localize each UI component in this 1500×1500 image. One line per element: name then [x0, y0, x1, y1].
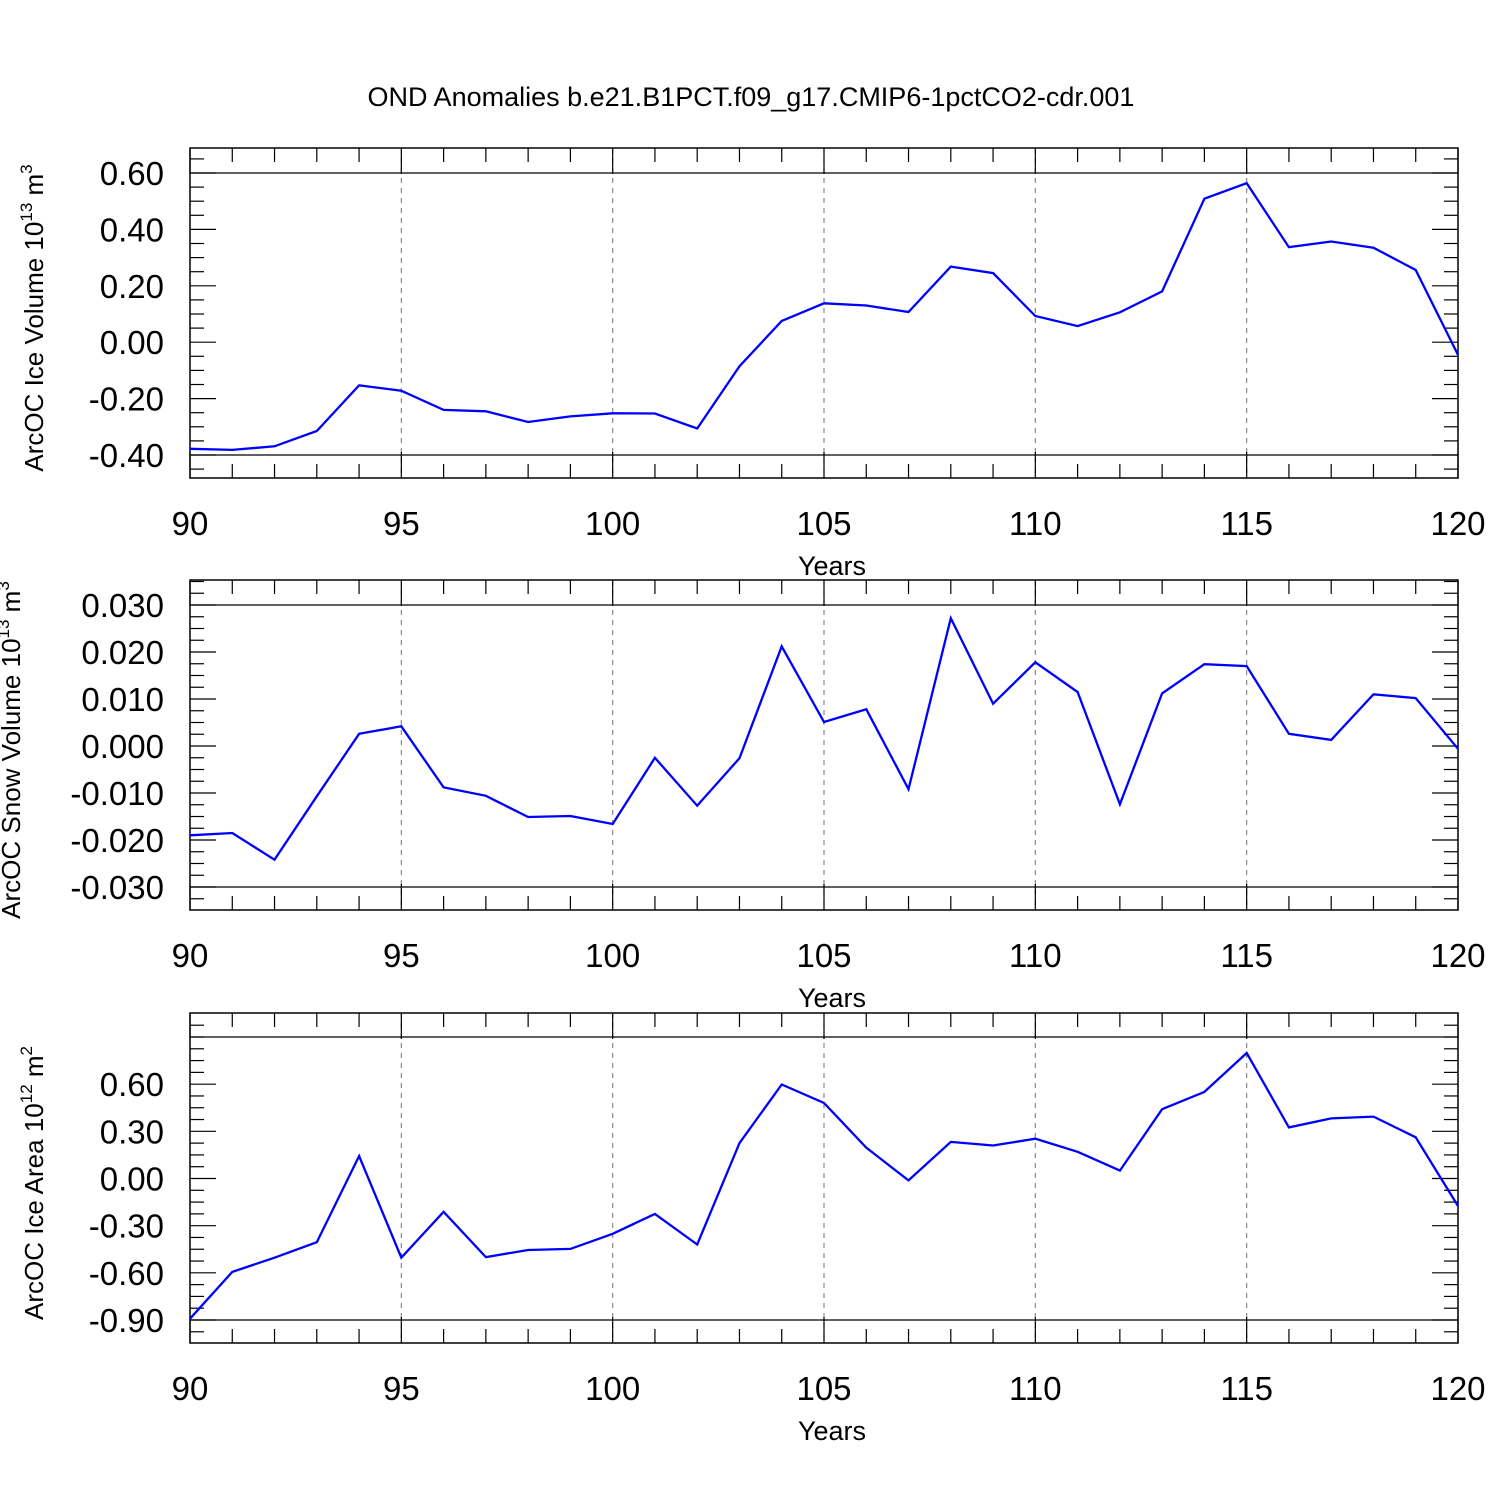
y-tick-label: -0.20: [89, 381, 164, 418]
y-axis-label-main: ArcOC Snow Volume 10: [0, 638, 26, 918]
y-tick-label: 0.030: [81, 587, 164, 624]
series-line: [189, 1051, 1459, 1320]
x-tick-label: 100: [585, 937, 640, 974]
x-tick-label: 105: [796, 505, 851, 542]
x-tick-label: 95: [383, 1370, 420, 1407]
chart-panel-3: -0.90 -0.60 -0.30 0.00 0.30 0.60 90 95 100 105 110…: [17, 1012, 1486, 1446]
y-axis-label: ArcOC Ice Volume 1013 m3: [17, 164, 49, 471]
x-tick-label: 90: [172, 505, 209, 542]
y-axis-label: ArcOC Snow Volume 1013 m3: [0, 581, 26, 919]
y-tick-label: -0.60: [89, 1255, 164, 1292]
x-axis-label: Years: [798, 551, 866, 581]
y-axis-label-unit-exponent: 3: [17, 164, 36, 173]
x-tick-label: 90: [172, 937, 209, 974]
y-tick-label: -0.010: [70, 775, 164, 812]
x-axis-label: Years: [798, 1416, 866, 1446]
y-tick-label: 0.30: [100, 1113, 164, 1150]
x-tick-label: 120: [1430, 505, 1485, 542]
x-tick-label: 110: [1009, 937, 1062, 974]
x-tick-label: 115: [1220, 1370, 1273, 1407]
x-axis-label: Years: [798, 983, 866, 1013]
y-tick-label: -0.030: [70, 869, 164, 906]
x-tick-label: 120: [1430, 1370, 1485, 1407]
x-tick-label: 100: [585, 1370, 640, 1407]
y-axis-label-exponent: 12: [17, 1084, 36, 1103]
x-tick-label: 115: [1220, 937, 1273, 974]
x-tick-label: 90: [172, 1370, 209, 1407]
x-tick-label: 110: [1009, 505, 1062, 542]
y-axis-label-unit: m: [0, 591, 26, 620]
y-tick-label: 0.00: [100, 324, 164, 361]
figure-title: OND Anomalies b.e21.B1PCT.f09_g17.CMIP6-…: [368, 82, 1135, 112]
x-tick-label: 110: [1009, 1370, 1062, 1407]
x-tick-label: 115: [1220, 505, 1273, 542]
y-tick-label: 0.020: [81, 634, 164, 671]
x-tick-label: 120: [1430, 937, 1485, 974]
series-line: [189, 614, 1459, 862]
x-tick-label: 100: [585, 505, 640, 542]
x-tick-label: 105: [796, 1370, 851, 1407]
y-axis-label-exponent: 13: [17, 203, 36, 222]
y-axis-label-main: ArcOC Ice Area 10: [19, 1103, 49, 1320]
y-tick-label: 0.40: [100, 211, 164, 248]
y-tick-label: -0.40: [89, 437, 164, 474]
y-tick-label: 0.00: [100, 1161, 164, 1198]
x-tick-label: 105: [796, 937, 851, 974]
y-axis-label: ArcOC Ice Area 1012 m2: [17, 1046, 49, 1320]
y-tick-label: 0.60: [100, 1066, 164, 1103]
y-tick-label: 0.010: [81, 681, 164, 718]
x-tick-label: 95: [383, 505, 420, 542]
y-axis-label-unit-exponent: 3: [0, 581, 13, 590]
panels-container: -0.40 -0.20 0.00 0.20 0.40 0.60 90 95 100 105 110 1…: [0, 147, 1486, 1446]
y-axis-label-unit: m: [19, 174, 49, 203]
y-axis-label-unit: m: [19, 1055, 49, 1084]
y-tick-label: -0.30: [89, 1208, 164, 1245]
series-line: [189, 181, 1460, 452]
y-tick-label: 0.20: [100, 268, 164, 305]
chart-panel-1: -0.40 -0.20 0.00 0.20 0.40 0.60 90 95 100 105 110 1…: [17, 147, 1486, 581]
y-tick-label: -0.020: [70, 822, 164, 859]
chart-panel-2: -0.030 -0.020 -0.010 0.000 0.010 0.020 0.030 90…: [0, 579, 1486, 1013]
y-tick-label: -0.90: [89, 1302, 164, 1339]
y-axis-label-unit-exponent: 2: [17, 1046, 36, 1055]
y-axis-label-main: ArcOC Ice Volume 10: [19, 222, 49, 472]
y-axis-label-exponent: 13: [0, 620, 13, 639]
y-tick-label: 0.000: [81, 728, 164, 765]
y-tick-label: 0.60: [100, 155, 164, 192]
x-tick-label: 95: [383, 937, 420, 974]
